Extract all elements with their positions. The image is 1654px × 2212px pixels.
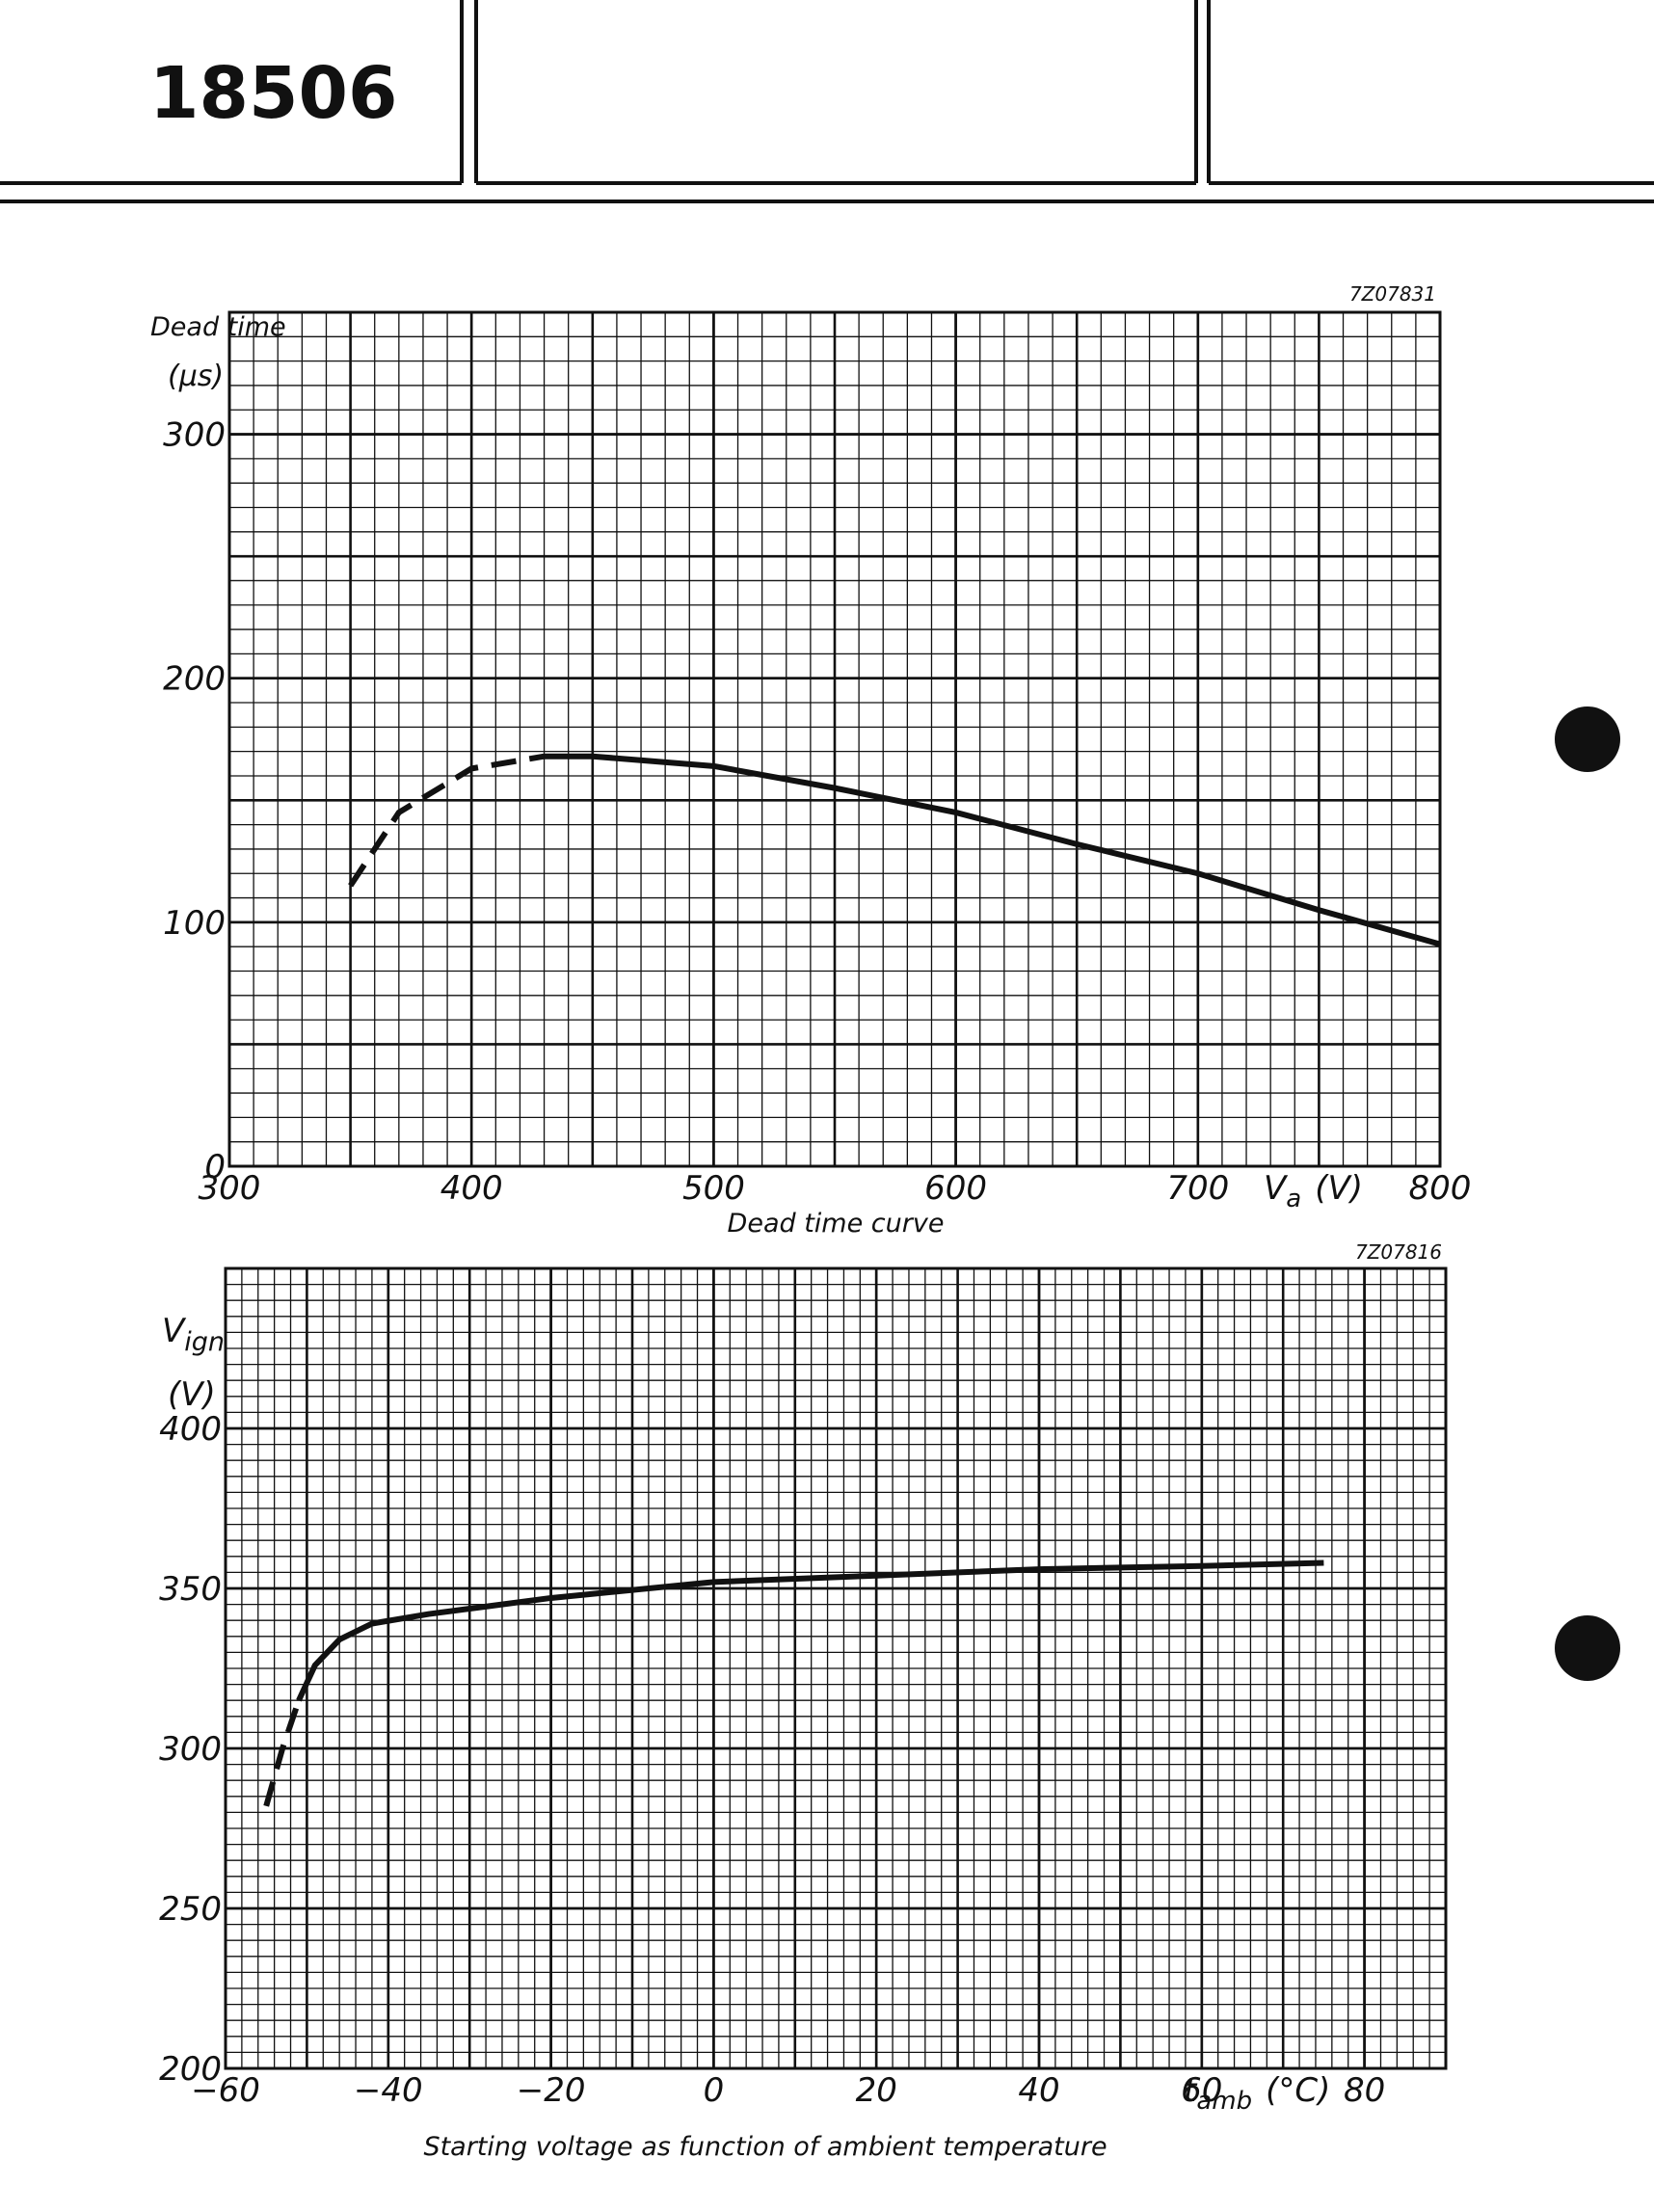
x-tick-label: 40 [1018, 2071, 1059, 2110]
punch-hole [1555, 706, 1620, 772]
chart-code: 7Z07816 [1355, 1240, 1442, 1264]
y-tick-label: 300 [159, 1730, 222, 1769]
x-axis-label: Va (V) [1264, 1169, 1363, 1213]
x-tick-label: 60 [1181, 2071, 1222, 2110]
y-axis-label: Dead time [150, 312, 286, 342]
y-tick-label: 100 [163, 904, 226, 943]
data-line [348, 753, 546, 888]
y-tick-label: 350 [159, 1570, 222, 1609]
x-tick-label: 400 [440, 1169, 503, 1208]
x-tick-label: −20 [517, 2071, 586, 2110]
x-tick-label: 600 [924, 1169, 987, 1208]
chart-code: 7Z07831 [1349, 282, 1436, 306]
y-axis-label: Vign [162, 1312, 225, 1357]
x-label-symbol: t [1184, 2071, 1198, 2110]
chart-caption: Dead time curve [728, 1209, 945, 1239]
x-label-symbol: V [1264, 1169, 1289, 1208]
data-line [263, 1699, 302, 1807]
x-tick-label: 0 [704, 2071, 725, 2110]
y-tick-label: 200 [159, 2050, 222, 2089]
y-axis-unit: (μs) [168, 360, 224, 393]
x-label-subscript: amb [1196, 2087, 1252, 2116]
x-tick-label: 300 [199, 1169, 261, 1208]
punch-hole [1555, 1615, 1620, 1681]
x-tick-label: −60 [191, 2071, 260, 2110]
x-label-subscript: a [1286, 1185, 1301, 1213]
y-tick-label: 300 [163, 416, 226, 455]
document-number: 18506 [149, 52, 397, 135]
x-label-unit: (V) [1315, 1169, 1363, 1208]
chart: 0 100 200 300 300 400 500 600 700 800 Dead time (μs… [150, 282, 1471, 1239]
grid [224, 1266, 1448, 2070]
x-tick-label: 700 [1166, 1169, 1229, 1208]
y-tick-label: 250 [159, 1890, 222, 1929]
y-tick-label: 400 [159, 1410, 222, 1449]
y-label-symbol: V [162, 1312, 187, 1350]
data-line [544, 753, 1441, 947]
y-tick-label: 200 [163, 660, 226, 699]
x-tick-label: −40 [354, 2071, 423, 2110]
y-axis-unit: (V) [168, 1375, 216, 1414]
x-tick-label: 500 [682, 1169, 745, 1208]
chart: 200 250 300 350 400 −60 −40 −20 0 20 40 60 80 Vign (V)… [159, 1240, 1448, 2162]
data-line [296, 1559, 1324, 1702]
y-tick-label: 0 [204, 1148, 226, 1186]
chart-caption: Starting voltage as function of ambient … [423, 2132, 1107, 2162]
x-axis-label: tamb (°C) [1184, 2071, 1330, 2116]
y-label-subscript: ign [184, 1327, 225, 1357]
x-tick-label: 80 [1344, 2071, 1385, 2110]
x-tick-label: 20 [856, 2071, 897, 2110]
x-tick-label: 800 [1409, 1169, 1472, 1208]
header-frame [0, 0, 1654, 203]
x-label-unit: (°C) [1266, 2071, 1330, 2110]
grid [227, 310, 1442, 1168]
